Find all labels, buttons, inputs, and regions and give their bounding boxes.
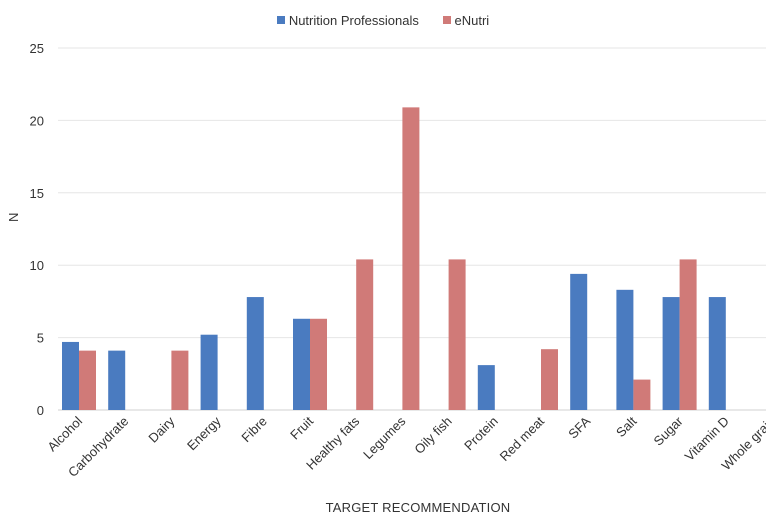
- bar-enutri: [541, 349, 558, 410]
- x-tick-label: Red meat: [497, 413, 548, 464]
- x-tick-label: Dairy: [145, 413, 177, 445]
- x-tick-label: Salt: [613, 413, 640, 440]
- bar-nutrition-professionals: [616, 289, 634, 410]
- bar-nutrition-professionals: [708, 297, 726, 410]
- bar-enutri: [171, 350, 189, 410]
- legend-item-series-1: Nutrition Professionals: [276, 12, 419, 29]
- chart-legend: Nutrition Professionals eNutri: [0, 12, 766, 28]
- y-axis-label: N: [6, 212, 21, 222]
- x-tick-label: Legumes: [360, 413, 409, 462]
- x-tick-label: Alcohol: [44, 413, 85, 454]
- bar-nutrition-professionals: [246, 297, 264, 410]
- x-tick-label: Sugar: [651, 413, 687, 449]
- x-tick-label: Fibre: [238, 414, 270, 446]
- bar-nutrition-professionals: [108, 350, 126, 410]
- x-tick-label: Fruit: [287, 413, 316, 442]
- y-tick-label: 0: [37, 403, 44, 418]
- y-tick-label: 25: [30, 41, 44, 56]
- y-tick-label: 10: [30, 258, 44, 273]
- bar-enutri: [402, 107, 420, 411]
- bar-nutrition-professionals: [477, 365, 495, 410]
- bar-enutri: [448, 259, 466, 410]
- bar-nutrition-professionals: [62, 341, 79, 410]
- legend-label-series-1: Nutrition Professionals: [288, 13, 419, 29]
- bar-enutri: [356, 259, 374, 410]
- bar-nutrition-professionals: [293, 318, 310, 410]
- bar-nutrition-professionals: [570, 273, 588, 410]
- legend-item-series-2: eNutri: [442, 12, 490, 29]
- y-tick-label: 20: [30, 113, 44, 128]
- x-tick-label: SFA: [565, 413, 593, 441]
- bar-enutri: [310, 318, 327, 410]
- legend-label-series-2: eNutri: [454, 13, 490, 29]
- legend-swatch-series-1: [276, 15, 285, 24]
- bar-enutri: [79, 350, 96, 410]
- x-tick-label: Energy: [184, 413, 224, 453]
- bar-nutrition-professionals: [662, 297, 680, 410]
- legend-swatch-series-2: [442, 15, 451, 24]
- bar-enutri: [633, 379, 651, 410]
- x-tick-label: Protein: [461, 414, 501, 454]
- y-tick-label: 15: [30, 186, 44, 201]
- y-tick-label: 5: [37, 331, 44, 346]
- bar-enutri: [679, 259, 697, 410]
- bar-nutrition-professionals: [200, 334, 218, 410]
- x-tick-label: Oily fish: [411, 414, 454, 457]
- x-axis-label: TARGET RECOMMENDATION: [325, 500, 511, 515]
